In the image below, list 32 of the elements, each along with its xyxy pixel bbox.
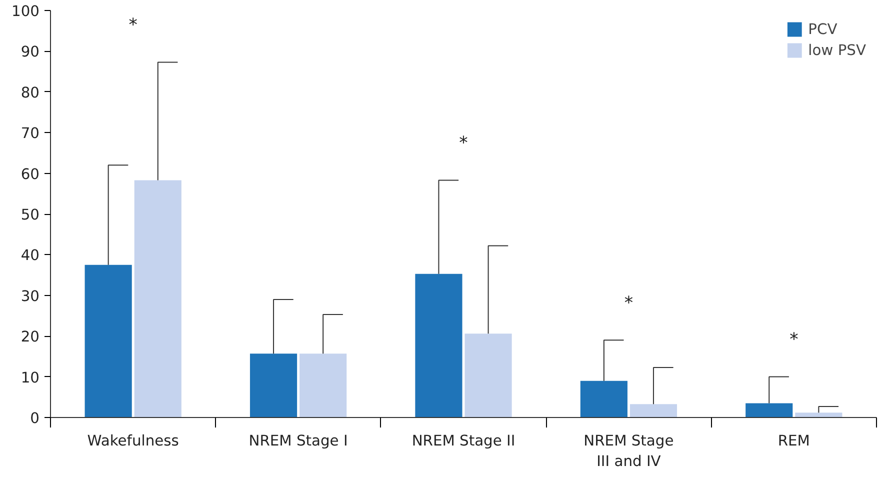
y-tick-label: 90	[20, 44, 40, 61]
y-tick-label: 80	[20, 84, 40, 102]
legend-label: PCV	[808, 20, 838, 38]
y-tick-label: 50	[20, 206, 40, 224]
y-tick-label: 60	[20, 166, 40, 183]
annotation: *	[624, 294, 634, 314]
bar	[250, 354, 298, 418]
bar	[300, 354, 347, 418]
y-tick-label: 10	[20, 369, 40, 386]
y-tick-label: 100	[12, 3, 40, 20]
x-tick-label: Wakefulness	[87, 432, 179, 450]
bar	[415, 274, 462, 418]
bar	[580, 380, 628, 418]
bar	[134, 180, 182, 418]
bar	[84, 264, 132, 418]
x-tick-label: NREM Stage III and IV	[584, 432, 674, 470]
annotation: *	[459, 134, 468, 154]
bar	[464, 334, 512, 418]
annotation: *	[790, 330, 799, 350]
y-tick-label: 40	[20, 247, 40, 264]
y-tick-label: 70	[20, 125, 40, 142]
bar	[795, 412, 842, 418]
x-tick-label: NREM Stage II	[412, 432, 516, 450]
legend-label: low PSV	[808, 42, 866, 58]
x-tick-label: NREM Stage I	[248, 432, 348, 450]
y-tick-label: 30	[20, 288, 40, 305]
annotation: *	[128, 16, 138, 36]
x-tick-label: REM	[778, 432, 810, 450]
bar	[746, 403, 793, 418]
bar	[630, 404, 678, 418]
y-tick-label: 0	[30, 410, 40, 427]
y-tick-label: 20	[20, 328, 40, 346]
